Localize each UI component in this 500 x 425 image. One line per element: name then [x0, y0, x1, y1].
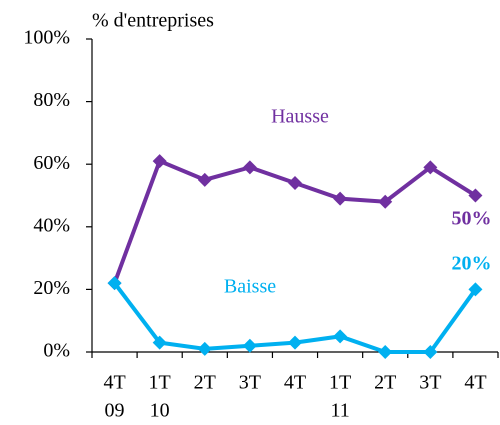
marker	[468, 282, 483, 297]
y-tick-label: 60%	[33, 152, 70, 174]
marker	[423, 345, 438, 359]
x-tick-year: 10	[150, 400, 170, 422]
marker	[468, 188, 483, 203]
marker	[242, 160, 257, 175]
series-name: Baisse	[224, 276, 276, 298]
marker	[197, 341, 212, 356]
marker	[242, 338, 257, 353]
marker	[152, 335, 167, 350]
x-tick-label: 2T	[374, 372, 396, 394]
x-tick-label: 3T	[419, 372, 441, 394]
marker	[333, 329, 348, 344]
marker	[107, 276, 122, 291]
x-tick-label: 3T	[239, 372, 261, 394]
marker	[152, 154, 167, 169]
x-tick-year: 09	[105, 400, 125, 422]
x-tick-label: 4T	[103, 372, 125, 394]
y-tick-label: 0%	[43, 340, 70, 362]
y-tick-label: 40%	[33, 214, 70, 236]
marker	[378, 194, 393, 209]
x-tick-year: 11	[330, 400, 349, 422]
x-tick-label: 2T	[194, 372, 216, 394]
y-tick-label: 100%	[23, 27, 70, 49]
x-tick-label: 1T	[329, 372, 351, 394]
series-name: Hausse	[271, 106, 329, 128]
value-label: 20%	[451, 253, 491, 275]
x-tick-label: 4T	[464, 372, 486, 394]
y-tick-label: 80%	[33, 89, 70, 111]
marker	[288, 335, 302, 350]
marker	[423, 160, 438, 175]
marker	[288, 175, 302, 190]
y-axis-label: % d'entreprises	[92, 10, 214, 32]
value-label: 50%	[451, 208, 491, 230]
marker	[378, 345, 393, 359]
marker	[333, 191, 348, 206]
marker	[197, 172, 212, 187]
y-tick-label: 20%	[33, 277, 70, 299]
x-tick-label: 1T	[149, 372, 171, 394]
x-tick-label: 4T	[284, 372, 306, 394]
